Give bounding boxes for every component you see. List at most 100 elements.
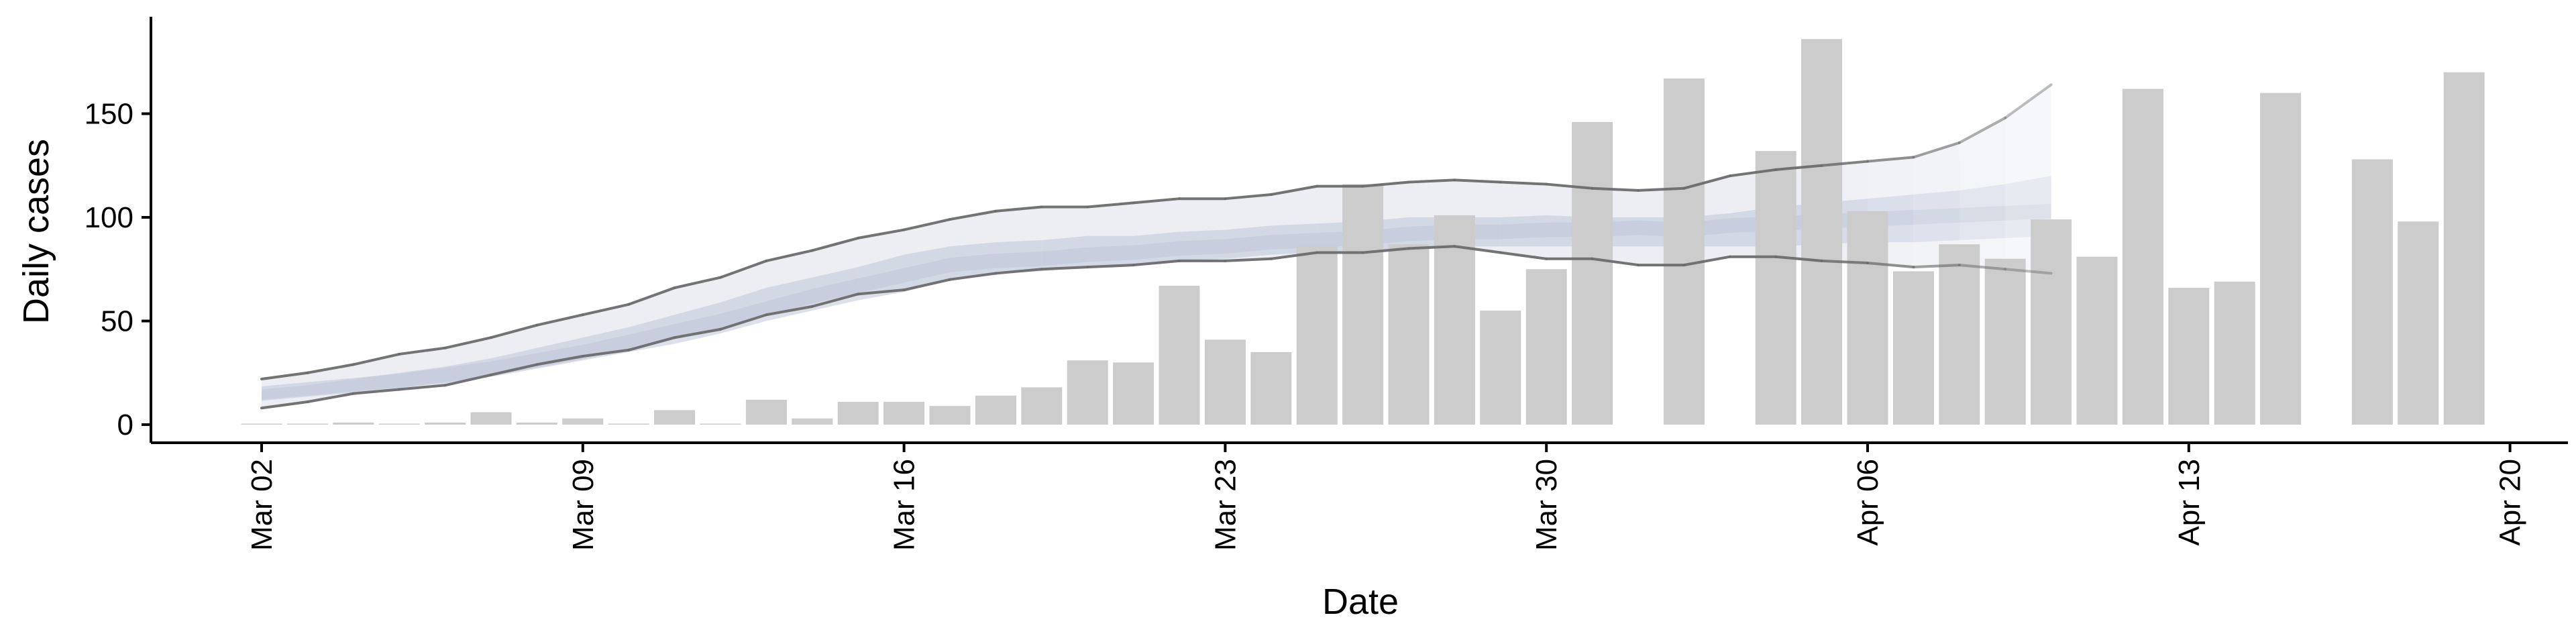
upper-bound-line — [1820, 160, 1869, 167]
case-bar — [1984, 258, 2026, 425]
case-bar — [1939, 244, 1980, 425]
daily-case-bars — [241, 39, 2485, 425]
lower-bound-line — [627, 336, 676, 352]
case-bar — [837, 402, 879, 425]
x-axis-title: Date — [1322, 582, 1399, 622]
upper-bound-line — [1545, 182, 1594, 190]
case-bar — [1159, 285, 1200, 425]
lower-bound-line — [1866, 261, 1915, 269]
case-bar — [2351, 159, 2393, 425]
lower-bound-line — [1774, 255, 1823, 262]
median-band-segment — [1225, 235, 1271, 254]
case-bar — [562, 418, 604, 425]
median-band-segment — [1913, 208, 1960, 225]
y-tick-label: 0 — [117, 409, 133, 441]
case-bar — [1755, 151, 1796, 425]
upper-bound-line — [627, 286, 676, 306]
lower-bound-line — [1453, 245, 1502, 254]
upper-bound-line — [1407, 178, 1456, 184]
lower-bound-line — [1361, 247, 1410, 254]
lower-bound-line — [1086, 264, 1135, 269]
lower-bound-line — [810, 292, 860, 308]
case-bar — [745, 399, 787, 425]
upper-bound-line — [443, 336, 492, 350]
case-bar — [975, 395, 1016, 425]
median-band-segment — [1959, 206, 2006, 223]
upper-bound-line — [260, 371, 309, 381]
upper-bound-line — [490, 323, 539, 339]
case-bar — [1067, 360, 1108, 425]
upper-bound-line — [719, 259, 768, 279]
median-band-segment — [2005, 203, 2051, 221]
case-bar — [516, 422, 557, 425]
upper-bound-line — [857, 228, 906, 239]
lower-bound-line — [535, 355, 584, 366]
lower-bound-line — [719, 313, 768, 331]
case-bar — [425, 422, 466, 425]
upper-bound-line — [1086, 201, 1135, 209]
x-tick-label: Mar 09 — [567, 459, 600, 551]
x-tick-label: Mar 02 — [246, 459, 278, 551]
median-band-segment — [1271, 233, 1318, 250]
case-bar — [1801, 39, 1843, 425]
lower-bound-line — [673, 327, 722, 339]
median-band-segment — [307, 378, 354, 397]
case-bar — [1388, 244, 1430, 425]
case-bar — [1434, 215, 1475, 425]
lower-bound-line — [857, 288, 906, 296]
upper-bound-line — [1269, 184, 1319, 197]
upper-bound-line — [994, 205, 1043, 213]
upper-bound-line — [306, 363, 355, 374]
case-bar — [929, 406, 971, 425]
case-bar — [654, 410, 696, 425]
x-tick-label: Apr 13 — [2173, 459, 2206, 546]
median-band-segment — [858, 268, 904, 293]
lower-bound-line — [260, 400, 309, 410]
x-tick-label: Mar 23 — [1209, 459, 1242, 551]
case-bar — [241, 423, 282, 425]
upper-bound-line — [1591, 186, 1640, 192]
lower-bound-line — [1132, 259, 1181, 267]
upper-bound-line — [810, 236, 860, 252]
upper-bound-line — [1728, 168, 1778, 178]
y-tick-label: 50 — [101, 305, 133, 338]
lower-bound-line — [398, 384, 447, 391]
case-bar — [792, 418, 833, 425]
median-band-segment — [720, 301, 767, 329]
case-bar — [2122, 89, 2163, 425]
x-tick-label: Apr 06 — [1851, 459, 1884, 546]
lower-bound-line — [490, 363, 539, 376]
median-band-segment — [491, 353, 537, 376]
axes: 0 50 100 150 Mar 02 Mar 09 Mar 16 Mar 23 Mar 30 A… — [85, 17, 2568, 551]
upper-bound-line — [581, 303, 631, 317]
case-bar — [286, 423, 328, 425]
upper-bound-line — [902, 218, 951, 231]
upper-bound-line — [352, 352, 401, 366]
x-tick-label: Mar 16 — [888, 459, 921, 551]
case-bar — [2398, 221, 2439, 425]
case-bar — [1847, 211, 1888, 425]
median-band-segment — [1087, 245, 1134, 262]
case-bar — [1250, 352, 1292, 425]
median-band-segment — [904, 258, 950, 283]
median-band-segment — [812, 278, 859, 304]
upper-bound-line — [2004, 83, 2053, 119]
case-bar — [883, 402, 925, 425]
case-bar — [2214, 281, 2255, 425]
median-band-segment — [996, 251, 1042, 268]
case-bar — [1480, 311, 1521, 425]
case-bar — [470, 412, 512, 425]
y-tick-label: 100 — [85, 201, 133, 234]
lower-bound-line — [1407, 245, 1456, 250]
lower-bound-line — [443, 373, 492, 387]
median-band-segment — [353, 374, 400, 393]
upper-bound-line — [949, 209, 998, 221]
case-bar — [1204, 339, 1246, 425]
outer-band-segment — [1959, 117, 2006, 270]
case-bar — [1113, 362, 1155, 425]
outer-band-segment — [1913, 142, 1960, 268]
upper-bound-line — [673, 276, 722, 290]
lower-bound-line — [306, 392, 355, 404]
median-band-segment — [1179, 239, 1226, 256]
